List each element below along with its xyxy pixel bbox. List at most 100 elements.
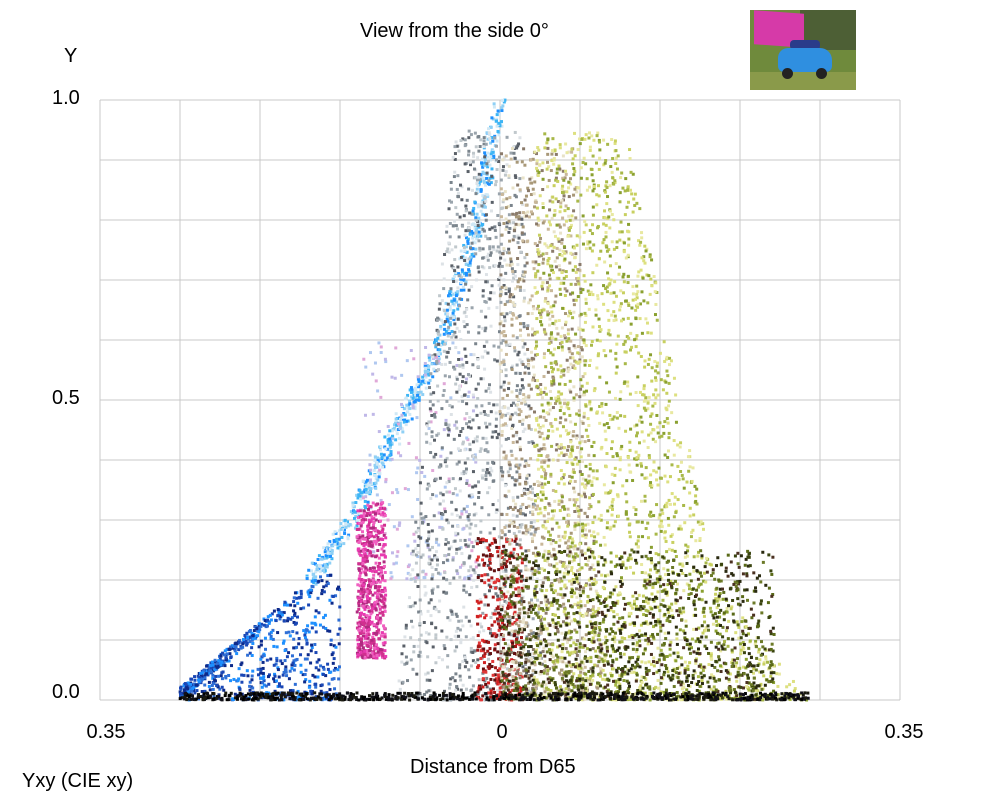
data-point [451,524,455,528]
data-point [449,293,453,297]
data-point [366,627,370,631]
data-point [483,421,487,425]
data-point [459,688,463,692]
data-point [466,170,470,174]
data-point [452,274,456,278]
data-point [459,255,463,259]
data-point [534,507,538,511]
data-point [418,638,422,642]
data-point [389,571,393,575]
data-point [499,287,503,291]
data-point [390,575,394,579]
data-point [526,650,530,654]
data-point [479,519,483,523]
data-point [359,592,363,596]
data-point [515,394,519,398]
data-point [238,638,242,642]
data-point [458,364,462,368]
data-point [372,623,376,627]
data-point [504,271,508,275]
data-point [493,673,497,677]
data-point [182,691,186,695]
data-point [482,410,486,414]
data-point [212,681,216,685]
data-point [451,311,455,315]
data-point [502,544,506,548]
data-point [405,359,409,363]
data-point [458,372,462,376]
data-point [435,537,439,541]
data-point [558,268,562,272]
data-point [565,568,569,572]
data-point [568,481,572,485]
data-point [428,678,432,682]
data-point [485,176,489,180]
data-point [520,217,524,221]
data-point [498,412,502,416]
data-point [538,656,542,660]
data-point [430,435,434,439]
data-point [476,634,480,638]
data-point [495,249,499,253]
data-point [474,565,478,569]
data-point [521,270,525,274]
data-point [555,326,559,330]
data-point [511,440,515,444]
data-point [503,302,507,306]
data-point [519,579,523,583]
data-point [361,554,365,558]
data-point [370,639,374,643]
data-point [514,680,518,684]
data-point [529,521,533,525]
data-point [424,432,428,436]
data-point [511,212,515,216]
data-point [480,200,484,204]
data-point [199,673,203,677]
data-point [538,432,542,436]
data-point [479,175,483,179]
data-point [365,625,369,629]
data-point [483,349,487,353]
data-point [378,542,382,546]
data-point [523,464,527,468]
data-point [545,672,549,676]
data-point [322,569,326,573]
data-point [481,289,485,293]
data-point [521,620,525,624]
data-point [443,554,447,558]
data-point [392,525,396,529]
data-point [229,645,233,649]
data-point [409,390,413,394]
data-point [384,447,388,451]
data-point [492,247,496,251]
data-point [458,257,462,261]
data-point [383,458,387,462]
data-point [454,672,458,676]
data-point [442,287,446,291]
data-point [358,622,362,626]
data-point [566,507,570,511]
data-point [530,576,534,580]
data-point [361,604,365,608]
data-point [508,417,512,421]
data-point [337,585,341,589]
data-point [531,510,535,514]
data-point [493,678,497,682]
data-point [460,297,464,301]
data-point [465,323,469,327]
data-point [442,382,446,386]
data-point [394,561,398,565]
data-point [521,239,525,243]
data-point [469,353,473,357]
data-point [437,610,441,614]
data-point [359,640,363,644]
data-point [383,532,387,536]
data-point [320,683,324,687]
data-point [499,554,503,558]
data-point [547,502,551,506]
data-point [520,201,524,205]
data-point [375,631,379,635]
data-point [452,315,456,319]
data-point [245,631,249,635]
data-point [296,601,300,605]
